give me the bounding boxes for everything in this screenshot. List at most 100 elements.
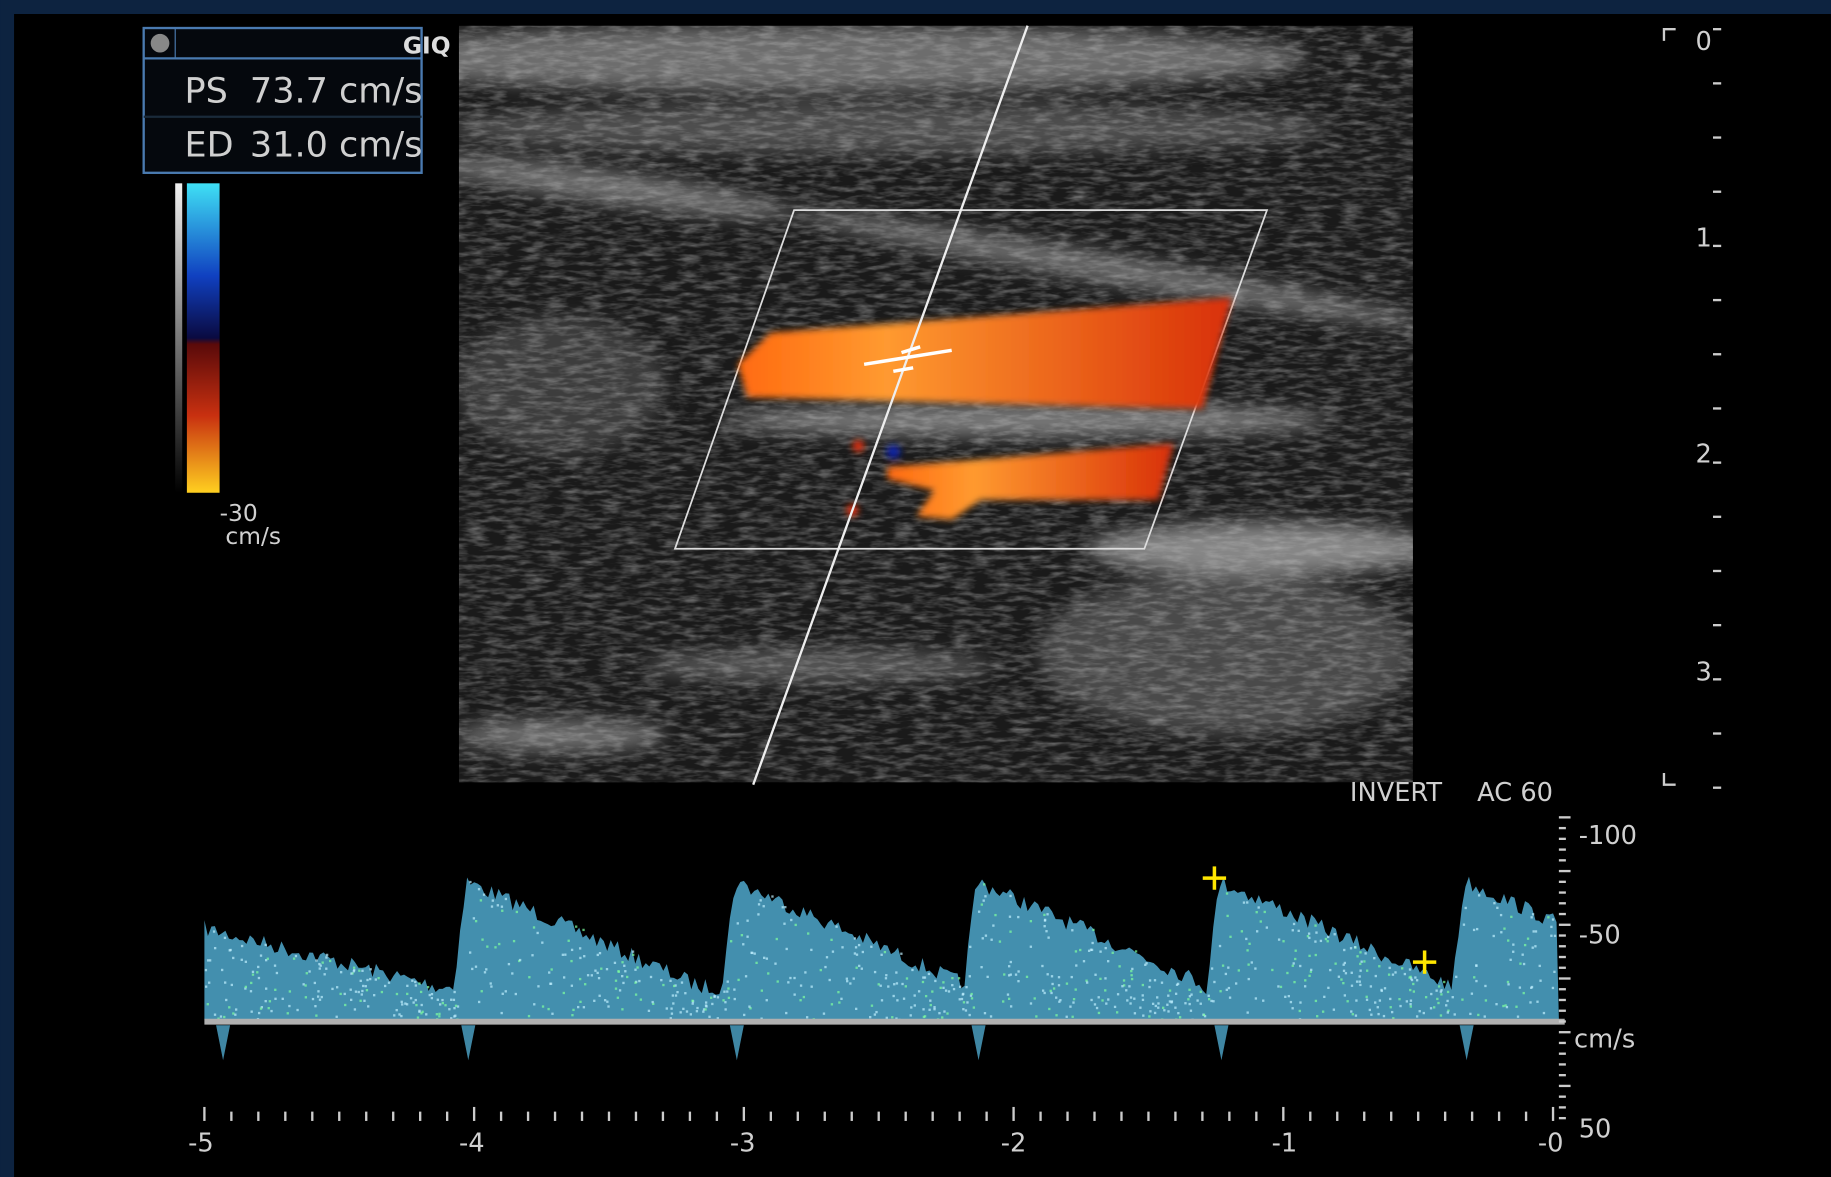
speckle: [1149, 1010, 1152, 1013]
speckle: [1210, 999, 1213, 1003]
speckle: [1122, 979, 1126, 982]
speckle: [892, 994, 895, 998]
speckle: [757, 913, 760, 916]
speckle: [586, 974, 590, 977]
speckle: [660, 978, 663, 982]
speckle: [634, 981, 637, 984]
speckle: [331, 987, 334, 991]
speckle: [733, 988, 736, 991]
speckle: [1455, 975, 1458, 979]
speckle: [518, 958, 522, 962]
speckle: [249, 990, 253, 993]
speckle: [325, 967, 328, 970]
speckle: [726, 990, 729, 993]
speckle: [316, 995, 320, 998]
speckle: [727, 987, 730, 990]
speckle: [1355, 980, 1359, 983]
speckle: [1148, 1015, 1151, 1018]
speckle: [570, 959, 573, 963]
speckle: [962, 1001, 966, 1004]
speckle: [453, 990, 456, 994]
speckle: [961, 993, 964, 996]
speckle: [966, 1001, 969, 1004]
speckle: [217, 1017, 220, 1020]
speckle: [1333, 933, 1336, 936]
speckle: [785, 1011, 788, 1015]
speckle: [873, 1013, 877, 1016]
speckle: [674, 994, 678, 997]
speckle: [270, 1009, 273, 1013]
speckle: [652, 1002, 655, 1006]
speckle: [1435, 989, 1438, 992]
speckle: [1006, 993, 1010, 996]
speckle: [1130, 974, 1133, 977]
speckle: [405, 1003, 409, 1006]
speckle: [855, 1007, 858, 1011]
speckle: [1177, 1012, 1180, 1015]
speckle: [328, 959, 332, 963]
speckle: [793, 993, 796, 996]
speckle: [1464, 906, 1467, 910]
speckle: [578, 947, 582, 950]
speckle: [257, 976, 261, 980]
speckle: [970, 997, 974, 1000]
speckle: [737, 978, 740, 982]
speckle: [1017, 915, 1020, 919]
speckle: [1199, 990, 1202, 993]
speckle: [1308, 974, 1311, 977]
speckle: [441, 998, 444, 1002]
speckle: [603, 999, 607, 1002]
speckle: [483, 971, 487, 974]
speckle: [1315, 931, 1318, 934]
speckle: [1104, 977, 1107, 980]
speckle: [1257, 906, 1260, 909]
speckle: [335, 986, 339, 989]
speckle: [613, 961, 617, 965]
velocity-label: -50: [1579, 920, 1621, 950]
speckle: [1242, 901, 1246, 904]
speckle: [746, 919, 749, 922]
speckle: [206, 959, 210, 962]
ed-value: 31.0 cm/s: [250, 124, 423, 165]
speckle: [1163, 1009, 1166, 1012]
speckle: [1043, 913, 1046, 917]
speckle: [1188, 995, 1192, 998]
speckle: [1072, 1001, 1075, 1004]
speckle: [969, 994, 973, 997]
speckle: [901, 982, 904, 986]
speckle: [724, 1001, 727, 1004]
speckle: [1141, 994, 1144, 997]
speckle: [1499, 913, 1503, 917]
speckle: [909, 1014, 912, 1017]
speckle: [1368, 1008, 1372, 1012]
speckle: [479, 899, 483, 902]
speckle: [1356, 955, 1359, 958]
speckle: [354, 990, 358, 993]
speckle: [1359, 969, 1362, 972]
speckle: [626, 975, 629, 979]
speckle: [983, 1012, 987, 1015]
speckle: [709, 996, 713, 999]
speckle: [896, 999, 899, 1002]
speckle: [1440, 993, 1443, 996]
speckle: [1294, 957, 1297, 961]
speckle: [435, 1013, 439, 1016]
speckle: [1323, 995, 1326, 998]
speckle: [344, 1003, 347, 1007]
speckle: [749, 1007, 752, 1010]
speckle: [320, 995, 323, 999]
speckle: [1409, 1005, 1412, 1008]
speckle: [1226, 914, 1229, 918]
speckle: [1133, 1012, 1137, 1015]
speckle: [942, 981, 945, 984]
speckle: [311, 997, 315, 1001]
speckle: [1041, 964, 1044, 968]
speckle: [1515, 1005, 1518, 1008]
speckle: [1196, 999, 1199, 1002]
speckle: [244, 960, 248, 963]
speckle: [358, 969, 361, 972]
speckle: [1009, 1005, 1013, 1008]
speckle: [1174, 1006, 1177, 1009]
speckle: [1174, 992, 1178, 995]
speckle: [430, 996, 434, 1000]
